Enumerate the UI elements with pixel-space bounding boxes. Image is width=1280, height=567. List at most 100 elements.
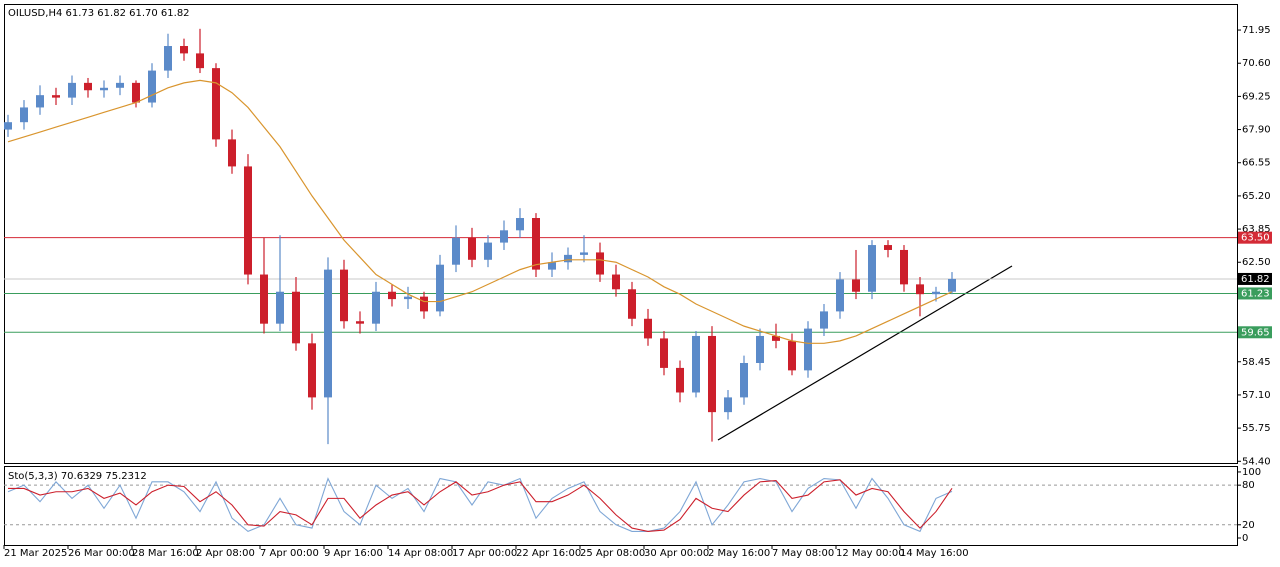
candle-body bbox=[644, 318, 652, 339]
candle-body bbox=[164, 46, 172, 71]
candle-body bbox=[788, 340, 796, 371]
candle-body bbox=[804, 328, 812, 371]
y-tick-label: 20 bbox=[1242, 520, 1255, 531]
candle-body bbox=[756, 335, 764, 363]
candle-body bbox=[340, 269, 348, 322]
y-tick-label: 62.50 bbox=[1242, 257, 1271, 268]
x-tick-label: 9 Apr 16:00 bbox=[324, 548, 383, 559]
x-tick-label: 7 May 08:00 bbox=[772, 548, 834, 559]
level-label-bg bbox=[1238, 326, 1272, 339]
candle-body bbox=[68, 82, 76, 98]
candle-body bbox=[244, 166, 252, 275]
level-label-bg bbox=[1238, 287, 1272, 300]
candle-body bbox=[52, 95, 60, 98]
level-label: 61.23 bbox=[1241, 288, 1270, 299]
candle-body bbox=[20, 107, 28, 123]
candle-body bbox=[324, 269, 332, 398]
level-label-bg bbox=[1238, 272, 1272, 285]
candle-body bbox=[4, 122, 12, 130]
candle-body bbox=[388, 291, 396, 300]
level-label: 59.65 bbox=[1241, 327, 1270, 338]
candle-body bbox=[276, 291, 284, 324]
candle-body bbox=[436, 264, 444, 312]
candle-body bbox=[596, 252, 604, 275]
y-tick-label: 67.90 bbox=[1242, 125, 1271, 136]
candle-body bbox=[516, 218, 524, 231]
candle-body bbox=[100, 87, 108, 91]
level-label: 61.82 bbox=[1241, 274, 1270, 285]
x-tick-label: 28 Mar 16:00 bbox=[132, 548, 199, 559]
candle-body bbox=[212, 68, 220, 140]
candle-body bbox=[36, 95, 44, 108]
candle-body bbox=[772, 335, 780, 341]
candle-body bbox=[724, 397, 732, 413]
x-tick-label: 17 Apr 00:00 bbox=[452, 548, 517, 559]
candle-body bbox=[548, 262, 556, 270]
candle-body bbox=[532, 218, 540, 270]
y-tick-label: 54.40 bbox=[1242, 456, 1271, 467]
y-tick-label: 66.55 bbox=[1242, 158, 1271, 169]
candle-body bbox=[564, 254, 572, 263]
x-tick-label: 30 Apr 00:00 bbox=[644, 548, 709, 559]
candle-body bbox=[356, 321, 364, 324]
candle-body bbox=[676, 367, 684, 393]
y-tick-label: 70.60 bbox=[1242, 58, 1271, 69]
trend-line bbox=[717, 265, 1013, 441]
candle-body bbox=[404, 296, 412, 300]
candle-body bbox=[740, 362, 748, 398]
candle-body bbox=[420, 296, 428, 312]
level-label: 63.50 bbox=[1241, 233, 1270, 244]
level-label-bg bbox=[1238, 231, 1272, 244]
x-tick-label: 7 Apr 00:00 bbox=[260, 548, 319, 559]
candle-body bbox=[948, 278, 956, 292]
candle-body bbox=[132, 82, 140, 103]
main-panel bbox=[4, 4, 1238, 464]
y-tick-label: 0 bbox=[1242, 533, 1248, 544]
candle-body bbox=[884, 245, 892, 250]
candle-body bbox=[148, 70, 156, 103]
y-tick-label: 69.25 bbox=[1242, 91, 1271, 102]
candle-body bbox=[260, 274, 268, 324]
candle-body bbox=[868, 245, 876, 292]
candle-body bbox=[708, 335, 716, 413]
candle-body bbox=[228, 139, 236, 167]
candle-body bbox=[660, 338, 668, 368]
candle-body bbox=[692, 335, 700, 393]
x-tick-label: 25 Apr 08:00 bbox=[580, 548, 645, 559]
chart-title: OILUSD,H4 61.73 61.82 61.70 61.82 bbox=[8, 8, 190, 19]
candle-body bbox=[932, 291, 940, 295]
y-tick-label: 71.95 bbox=[1242, 25, 1271, 36]
y-tick-label: 58.45 bbox=[1242, 357, 1271, 368]
candle-body bbox=[292, 291, 300, 344]
x-tick-label: 2 May 16:00 bbox=[708, 548, 770, 559]
candle-body bbox=[372, 291, 380, 324]
candle-body bbox=[116, 82, 124, 88]
x-tick-label: 26 Mar 00:00 bbox=[68, 548, 135, 559]
candle-body bbox=[308, 343, 316, 398]
candle-body bbox=[628, 289, 636, 319]
candle-body bbox=[84, 82, 92, 91]
y-tick-label: 57.10 bbox=[1242, 390, 1271, 401]
y-tick-label: 55.75 bbox=[1242, 423, 1271, 434]
x-tick-label: 12 May 00:00 bbox=[836, 548, 905, 559]
x-tick-label: 22 Apr 16:00 bbox=[516, 548, 581, 559]
x-tick-label: 2 Apr 08:00 bbox=[196, 548, 255, 559]
oscillator-line bbox=[8, 479, 953, 532]
candle-body bbox=[468, 237, 476, 260]
candle-body bbox=[900, 249, 908, 285]
x-tick-label: 21 Mar 2025 bbox=[4, 548, 67, 559]
y-tick-label: 80 bbox=[1242, 480, 1255, 491]
candle-body bbox=[916, 284, 924, 295]
x-tick-label: 14 May 16:00 bbox=[900, 548, 969, 559]
candle-body bbox=[500, 230, 508, 243]
candle-body bbox=[852, 279, 860, 292]
x-tick-label: 14 Apr 08:00 bbox=[388, 548, 453, 559]
candle-body bbox=[580, 252, 588, 255]
candle-body bbox=[452, 237, 460, 265]
candle-body bbox=[180, 46, 188, 54]
oscillator-panel bbox=[4, 466, 1238, 546]
y-tick-label: 65.20 bbox=[1242, 191, 1271, 202]
y-tick-label: 63.85 bbox=[1242, 224, 1271, 235]
candle-body bbox=[484, 242, 492, 260]
